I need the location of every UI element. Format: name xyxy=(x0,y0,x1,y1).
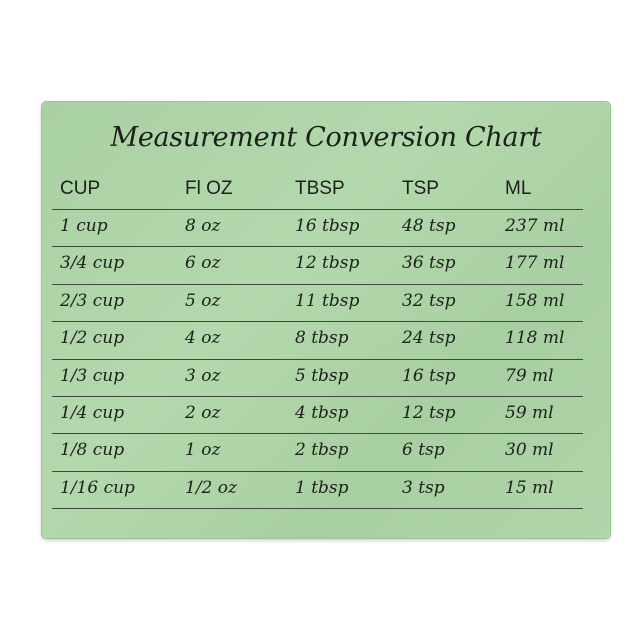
table-cell: 1 oz xyxy=(185,440,221,461)
table-cell: 118 ml xyxy=(505,328,565,349)
table-cell: 4 tbsp xyxy=(295,403,349,423)
column-header: CUP xyxy=(60,177,101,199)
table-row: 1/2 cup 4 oz 8 tbsp 24 tsp 118 ml xyxy=(52,321,583,360)
table-cell: 12 tsp xyxy=(402,403,456,423)
table-cell: 59 ml xyxy=(505,403,554,423)
table-cell: 36 tsp xyxy=(402,253,456,274)
cutting-board: Measurement Conversion Chart CUP Fl OZ TBS… xyxy=(42,102,610,538)
table-cell: 237 ml xyxy=(505,216,565,236)
table-cell: 1/16 cup xyxy=(60,477,135,498)
table-cell: 2/3 cup xyxy=(60,290,125,311)
column-header: TSP xyxy=(402,177,439,199)
table-cell: 2 oz xyxy=(185,403,221,423)
table-row: 1/16 cup 1/2 oz 1 tbsp 3 tsp 15 ml xyxy=(52,471,583,510)
column-header: ML xyxy=(505,177,532,199)
table-cell: 16 tsp xyxy=(402,365,456,386)
table-cell: 3 tsp xyxy=(402,477,445,498)
column-header: TBSP xyxy=(295,177,345,199)
table-cell: 1/8 cup xyxy=(60,440,125,461)
table-cell: 48 tsp xyxy=(402,216,456,236)
table-row: 1 cup 8 oz 16 tbsp 48 tsp 237 ml xyxy=(52,209,583,248)
table-cell: 5 oz xyxy=(185,290,221,311)
table-cell: 4 oz xyxy=(185,328,221,349)
table-cell: 177 ml xyxy=(505,253,565,274)
table-row: 1/3 cup 3 oz 5 tbsp 16 tsp 79 ml xyxy=(52,359,583,397)
table-cell: 1/3 cup xyxy=(60,365,125,386)
table-cell: 6 oz xyxy=(185,253,221,274)
table-row: 1/8 cup 1 oz 2 tbsp 6 tsp 30 ml xyxy=(52,433,583,472)
table-cell: 8 oz xyxy=(185,216,221,236)
table-cell: 12 tbsp xyxy=(295,253,360,274)
table-cell: 1/2 cup xyxy=(60,328,125,349)
table-cell: 1/2 oz xyxy=(185,477,237,498)
table-cell: 5 tbsp xyxy=(295,365,349,386)
table-cell: 32 tsp xyxy=(402,290,456,311)
table-cell: 3 oz xyxy=(185,365,221,386)
chart-title: Measurement Conversion Chart xyxy=(110,122,542,153)
table-cell: 15 ml xyxy=(505,477,554,498)
table-cell: 2 tbsp xyxy=(295,440,349,461)
table-cell: 3/4 cup xyxy=(60,253,125,274)
table-cell: 6 tsp xyxy=(402,440,445,461)
table-cell: 24 tsp xyxy=(402,328,456,349)
table-row: 1/4 cup 2 oz 4 tbsp 12 tsp 59 ml xyxy=(52,396,583,435)
table-cell: 11 tbsp xyxy=(295,290,360,311)
table-cell: 158 ml xyxy=(505,290,565,311)
table-cell: 30 ml xyxy=(505,440,554,461)
table-cell: 8 tbsp xyxy=(295,328,349,349)
table-row: 2/3 cup 5 oz 11 tbsp 32 tsp 158 ml xyxy=(52,284,583,323)
table-cell: 1 cup xyxy=(60,216,108,236)
column-header: Fl OZ xyxy=(185,177,233,199)
table-row: 3/4 cup 6 oz 12 tbsp 36 tsp 177 ml xyxy=(52,246,583,285)
header-row: CUP Fl OZ TBSP TSP ML xyxy=(52,172,583,210)
table-cell: 16 tbsp xyxy=(295,216,360,236)
table-cell: 1/4 cup xyxy=(60,403,125,423)
table-cell: 1 tbsp xyxy=(295,477,349,498)
table-cell: 79 ml xyxy=(505,365,554,386)
